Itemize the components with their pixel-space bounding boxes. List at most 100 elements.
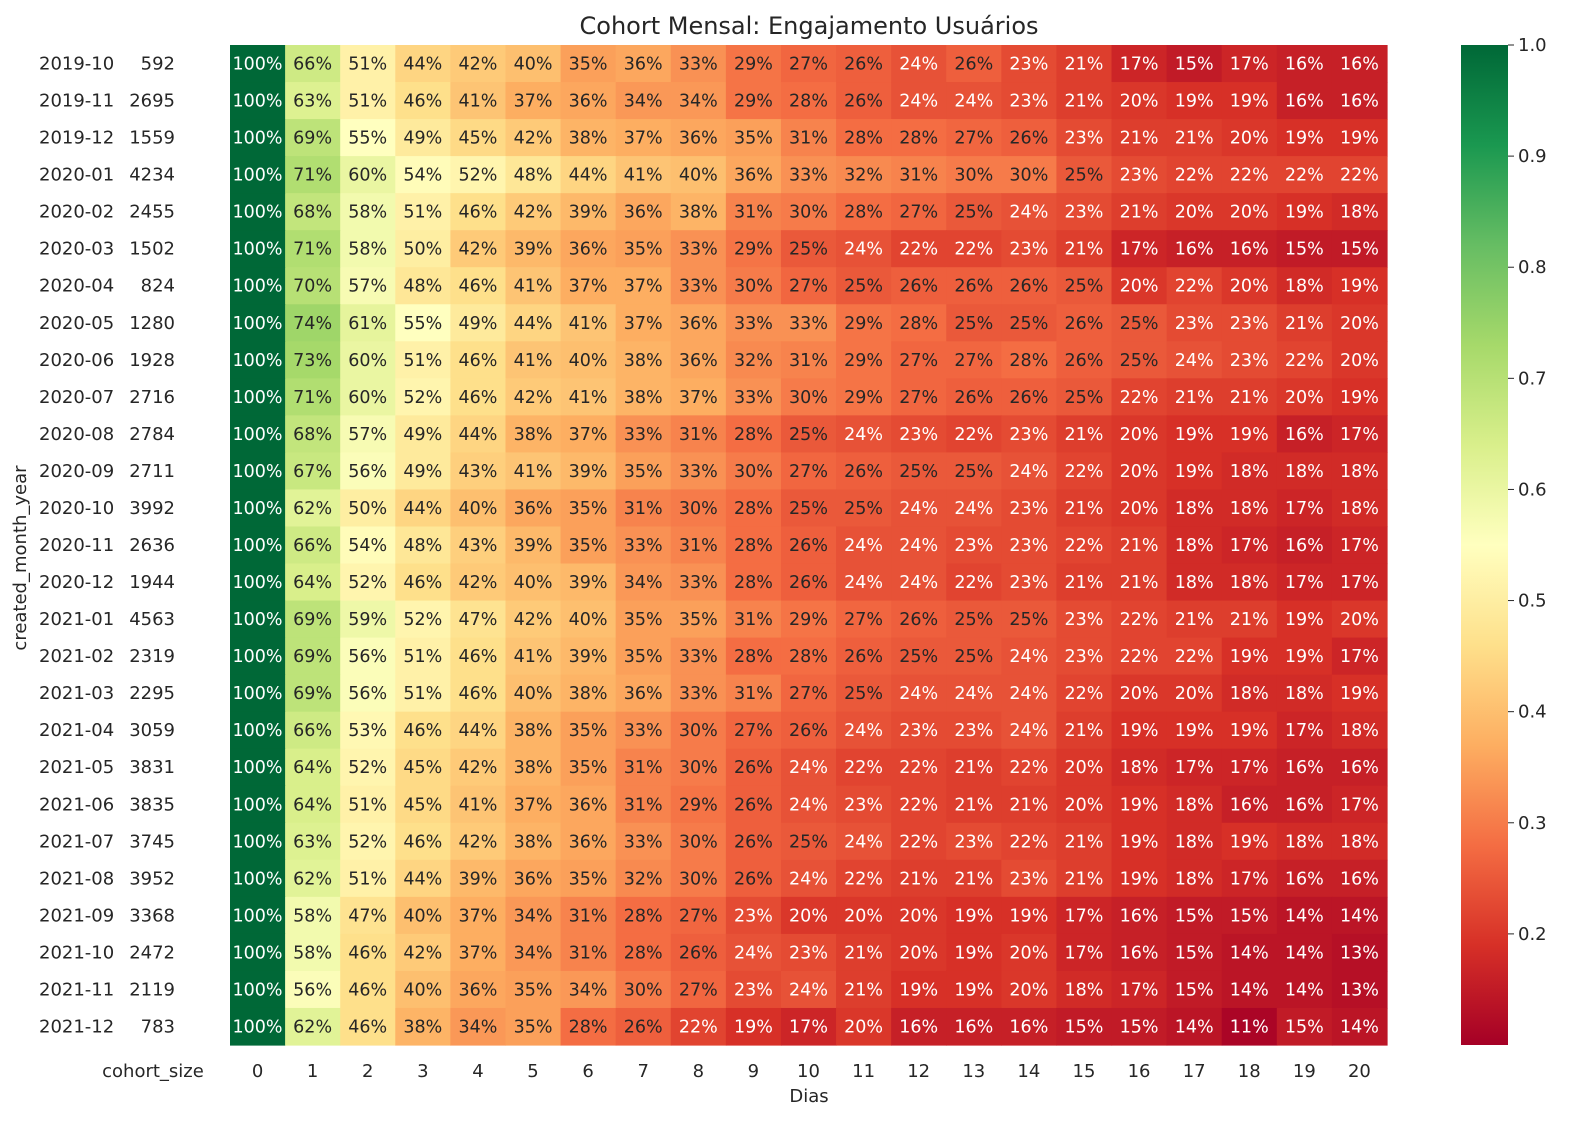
heatmap-cell: [891, 859, 947, 898]
heatmap-cell: [1166, 822, 1223, 861]
heatmap-cell: [395, 193, 451, 231]
heatmap-cell: [450, 267, 507, 305]
heatmap-cell: [615, 933, 672, 972]
cell-value-label: 27%: [789, 684, 828, 704]
heatmap-cell: [560, 674, 617, 713]
heatmap-cell: [670, 785, 727, 824]
cell-value-label: 19%: [954, 943, 993, 963]
cell-value-label: 48%: [403, 277, 442, 297]
heatmap-cell: [615, 378, 672, 416]
heatmap-cell: [725, 82, 782, 120]
heatmap-cell: [505, 267, 562, 305]
cell-value-label: 36%: [569, 832, 608, 852]
cell-value-label: 38%: [514, 721, 553, 741]
heatmap-cell: [725, 193, 782, 231]
cell-value-label: 63%: [293, 92, 332, 112]
cell-value-label: 21%: [1120, 573, 1159, 593]
cell-value-label: 18%: [1120, 758, 1159, 778]
cell-value-label: 28%: [844, 129, 883, 149]
heatmap-cell: [836, 637, 892, 676]
cell-value-label: 37%: [514, 92, 553, 112]
cell-value-label: 44%: [403, 869, 442, 889]
heatmap-cell: [615, 267, 672, 305]
cell-value-label: 46%: [458, 277, 497, 297]
heatmap-cell: [560, 156, 617, 194]
cell-value-label: 38%: [514, 425, 553, 445]
cell-value-label: 19%: [1120, 832, 1159, 852]
chart-title: Cohort Mensal: Engajamento Usuários: [580, 12, 1039, 40]
heatmap-cell: [836, 341, 892, 379]
cell-value-label: 23%: [1120, 166, 1159, 186]
colorbar-tick-label: 0.6: [1518, 479, 1547, 500]
cell-value-label: 26%: [789, 573, 828, 593]
heatmap-cell: [1056, 526, 1113, 565]
cell-value-label: 33%: [734, 314, 773, 334]
cell-value-label: 21%: [1065, 573, 1104, 593]
cell-value-label: 29%: [844, 351, 883, 371]
cell-value-label: 100%: [233, 1017, 283, 1037]
heatmap-cell: [340, 119, 396, 157]
cell-value-label: 51%: [348, 92, 387, 112]
cell-value-label: 23%: [1065, 203, 1104, 223]
cell-value-label: 14%: [1230, 980, 1269, 1000]
heatmap-cell: [560, 711, 617, 750]
cell-value-label: 22%: [899, 832, 938, 852]
heatmap-cell: [1111, 637, 1168, 676]
heatmap-cell: [946, 452, 1002, 491]
heatmap-cell: [1056, 304, 1113, 342]
heatmap-cell: [340, 415, 396, 454]
cell-value-label: 35%: [514, 1017, 553, 1037]
heatmap-cell: [1166, 267, 1223, 305]
heatmap-cell: [1001, 119, 1058, 157]
cell-value-label: 20%: [1340, 351, 1379, 371]
row-label-cohort-size: 2636: [129, 535, 175, 556]
heatmap-cell: [891, 193, 947, 231]
heatmap-cell: [1001, 45, 1058, 83]
cell-value-label: 26%: [789, 721, 828, 741]
cell-value-label: 36%: [569, 795, 608, 815]
heatmap-cell: [1331, 600, 1388, 639]
heatmap-cell: [836, 267, 892, 305]
cell-value-label: 38%: [569, 129, 608, 149]
cell-value-label: 43%: [458, 462, 497, 482]
heatmap-cell: [946, 526, 1002, 565]
heatmap-cell: [946, 785, 1002, 824]
cell-value-label: 100%: [233, 314, 283, 334]
heatmap-cell: [1056, 859, 1113, 898]
heatmap-cell: [1111, 156, 1168, 194]
cell-value-label: 100%: [233, 425, 283, 445]
cell-value-label: 37%: [569, 425, 608, 445]
cell-value-label: 69%: [293, 647, 332, 667]
cell-value-label: 26%: [844, 647, 883, 667]
heatmap-cell: [450, 933, 507, 972]
heatmap-cell: [230, 415, 286, 454]
cell-value-label: 31%: [679, 425, 718, 445]
heatmap-cell: [560, 378, 617, 416]
heatmap-cell: [1221, 859, 1278, 898]
heatmap-cell: [836, 970, 892, 1009]
heatmap-cell: [1111, 711, 1168, 750]
heatmap-cell: [670, 859, 727, 898]
cell-value-label: 19%: [1285, 129, 1324, 149]
heatmap-cell: [1331, 711, 1388, 750]
cell-value-label: 24%: [789, 758, 828, 778]
heatmap-cell: [670, 1007, 727, 1046]
heatmap-cell: [1221, 933, 1278, 972]
heatmap-cell: [780, 452, 837, 491]
heatmap-cell: [780, 1007, 837, 1046]
heatmap-cell: [780, 45, 837, 83]
cell-value-label: 26%: [844, 55, 883, 75]
cell-value-label: 16%: [1285, 536, 1324, 556]
cell-value-label: 44%: [403, 55, 442, 75]
heatmap-cell: [395, 896, 451, 935]
cell-value-label: 38%: [624, 351, 663, 371]
cell-value-label: 24%: [1009, 203, 1048, 223]
cell-value-label: 55%: [348, 129, 387, 149]
heatmap-cell: [1276, 415, 1333, 454]
x-tick-label: 5: [527, 1061, 538, 1082]
cell-value-label: 24%: [844, 573, 883, 593]
heatmap-cell: [395, 822, 451, 861]
cell-value-label: 30%: [679, 499, 718, 519]
heatmap-cell: [615, 748, 672, 787]
heatmap-cell: [1276, 896, 1333, 935]
